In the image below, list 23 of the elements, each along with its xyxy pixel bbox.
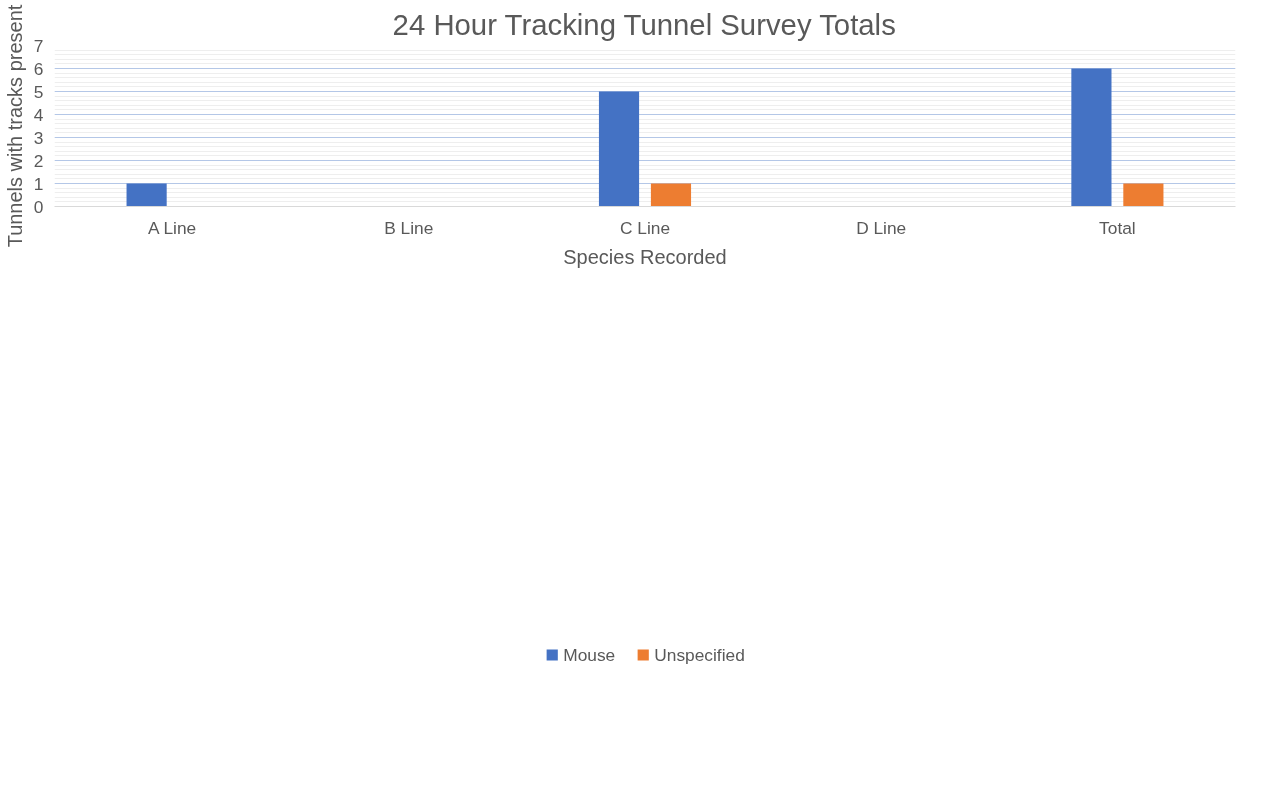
y-tick-label: 0 — [33, 196, 44, 217]
chart-title: 24 Hour Tracking Tunnel Survey Totals — [392, 7, 896, 41]
y-tick-label: 6 — [33, 58, 44, 79]
bar — [650, 183, 692, 207]
y-tick-label: 7 — [33, 35, 44, 56]
bar — [1123, 183, 1164, 207]
x-axis-title: Species Recorded — [563, 245, 727, 268]
y-tick-label: 5 — [33, 81, 44, 102]
x-tick-label: A Line — [148, 217, 197, 238]
legend-label: Unspecified — [654, 644, 745, 666]
bar — [598, 91, 640, 207]
y-tick-label: 4 — [33, 104, 44, 125]
x-tick-label: B Line — [384, 217, 434, 238]
bar — [1071, 68, 1112, 207]
y-tick-label: 2 — [33, 150, 44, 171]
legend-label: Mouse — [563, 644, 616, 666]
y-tick-label: 1 — [33, 173, 44, 194]
x-tick-label: Total — [1099, 217, 1136, 238]
y-tick-label: 3 — [33, 127, 44, 148]
x-tick-label: C Line — [619, 217, 671, 238]
y-axis-title: Tunnels with tracks present — [3, 4, 26, 248]
x-tick-label: D Line — [856, 217, 907, 238]
bar — [126, 183, 167, 207]
